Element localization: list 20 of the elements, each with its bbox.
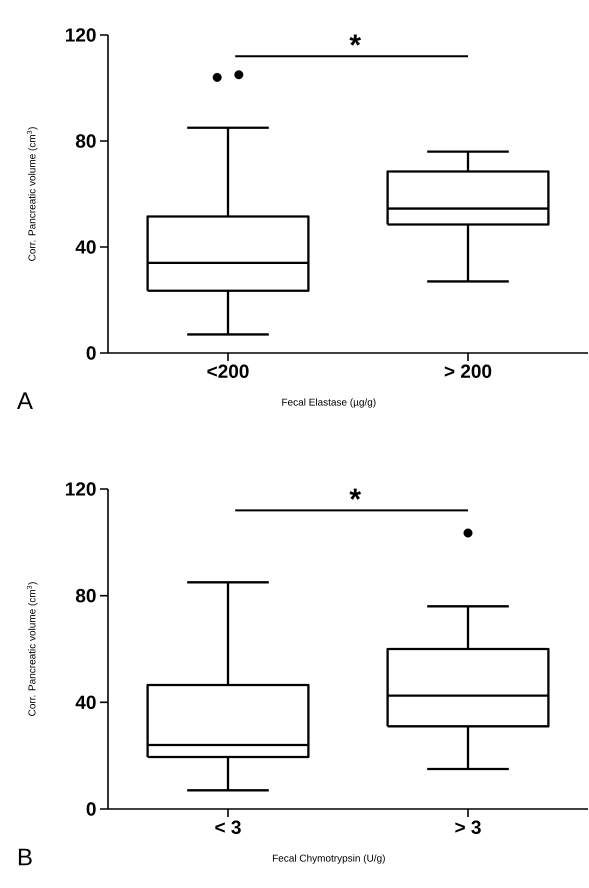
y-tick-label: 0 <box>86 802 96 816</box>
x-tick-label: <200 <box>207 364 249 378</box>
x-tick-label: > 200 <box>444 364 492 378</box>
text: B <box>19 848 32 866</box>
text: A <box>17 392 34 409</box>
y-tick-label: 120 <box>66 482 96 496</box>
x-tick-label: > 3 <box>455 820 481 834</box>
y-tick-label: 0 <box>86 346 96 360</box>
y-axis-title: Corr. Pancreatic volume (cm$^{3}$) <box>26 582 38 716</box>
annotation: * <box>350 34 362 46</box>
y-tick-label: 80 <box>76 134 96 148</box>
x-tick-label: < 3 <box>215 820 241 834</box>
y-tick-label: 80 <box>76 588 96 602</box>
x-axis-title: Fecal Elastase (µg/g) <box>282 398 376 408</box>
y-tick-label: 40 <box>76 696 96 710</box>
x-axis-title: Fecal Chymotrypsin (U/g) <box>273 854 385 864</box>
y-axis-title: Corr. Pancreatic volume (cm$^{3}$) <box>26 127 38 261</box>
y-tick-label: 40 <box>76 240 96 254</box>
y-tick-label: 120 <box>66 28 96 42</box>
annotation: * <box>350 488 362 500</box>
